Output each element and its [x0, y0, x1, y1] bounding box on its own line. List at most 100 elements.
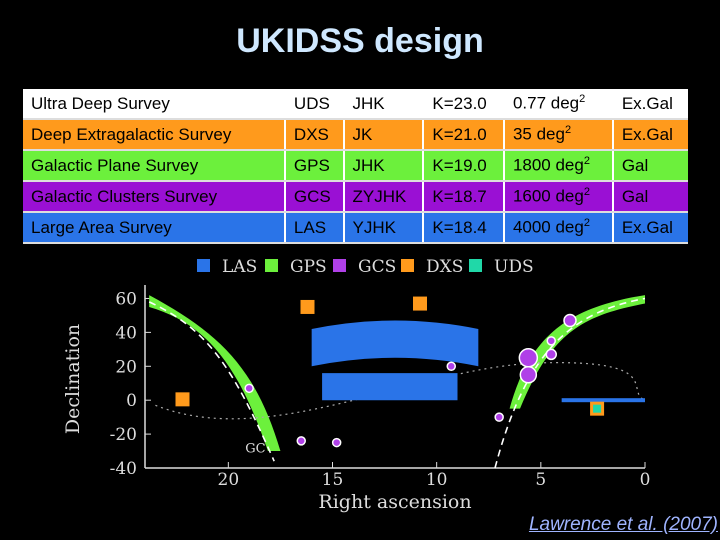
depth-text: K=19.0: [432, 155, 487, 175]
depth-cell: K=21.0: [423, 119, 505, 151]
area-text: 1600 deg: [512, 186, 584, 206]
survey-code-cell: DXS: [284, 119, 345, 151]
filters-cell: YJHK: [343, 212, 425, 244]
area-cell: 35 deg2: [503, 119, 614, 151]
survey-code-cell: UDS: [284, 89, 345, 120]
gps-band-left: [149, 295, 281, 452]
las-region-stripe: [561, 398, 645, 403]
area-unit-exponent: 2: [564, 124, 572, 137]
legend-label-las: LAS: [222, 257, 257, 277]
table-row: Galactic Plane Survey GPS JHK K=19.0 1800 de…: [23, 150, 688, 182]
survey-name-cell: Deep Extragalactic Survey: [23, 119, 286, 151]
type-cell: Ex.Gal: [612, 89, 688, 120]
type-cell: Ex.Gal: [612, 119, 688, 151]
depth-text: K=18.7: [432, 186, 487, 206]
gcs-cluster: [331, 437, 342, 448]
filters-cell: JHK: [343, 89, 425, 120]
type-text: Gal: [621, 186, 649, 206]
area-cell: 1800 deg2: [503, 150, 614, 182]
filters-cell: JK: [343, 119, 425, 151]
y-tick-label: 0: [126, 391, 137, 411]
survey-name-text: Ultra Deep Survey: [31, 93, 170, 113]
area-cell: 0.77 deg2: [503, 89, 614, 120]
type-text: Ex.Gal: [621, 93, 673, 113]
legend-swatch-gcs: [333, 259, 346, 272]
gcs-cluster: [546, 336, 556, 346]
type-text: Ex.Gal: [621, 124, 673, 144]
uds-field: [593, 404, 602, 413]
filters-text: JHK: [352, 93, 385, 113]
table-row: Large Area Survey LAS YJHK K=18.4 4000 deg2 E…: [23, 212, 688, 244]
type-cell: Gal: [612, 181, 688, 213]
area-unit-exponent: 2: [583, 155, 590, 168]
page-title: UKIDSS design: [236, 22, 484, 60]
depth-cell: K=19.0: [423, 150, 505, 182]
depth-text: K=23.0: [432, 93, 487, 113]
y-tick-label: -20: [110, 425, 137, 445]
y-tick-label: -40: [110, 459, 137, 479]
survey-name-cell: Galactic Clusters Survey: [23, 181, 286, 213]
x-tick-label: 15: [322, 470, 344, 490]
area-unit-exponent: 2: [583, 217, 590, 230]
survey-table: Ultra Deep Survey UDS JHK K=23.0 0.77 deg2 Ex…: [23, 89, 688, 244]
area-cell: 1600 deg2: [503, 181, 614, 213]
legend-swatch-gps: [265, 259, 278, 272]
survey-name-cell: Large Area Survey: [23, 212, 286, 244]
galactic-plane-line: [148, 301, 275, 462]
y-axis-label: Declination: [62, 324, 84, 434]
table-row: Ultra Deep Survey UDS JHK K=23.0 0.77 deg2 Ex…: [23, 89, 688, 120]
x-tick-label: 5: [535, 470, 546, 490]
citation-link[interactable]: Lawrence et al. (2007): [528, 514, 718, 535]
legend-label-dxs: DXS: [426, 257, 463, 277]
las-region-equatorial: [322, 373, 458, 401]
dxs-field: [300, 299, 315, 314]
gcs-cluster: [563, 313, 577, 328]
survey-name-text: Galactic Plane Survey: [31, 155, 199, 175]
legend-swatch-dxs: [401, 259, 414, 272]
survey-name-text: Deep Extragalactic Survey: [31, 124, 232, 144]
area-cell: 4000 deg2: [503, 212, 614, 244]
y-tick-label: 60: [115, 289, 137, 309]
filters-text: JHK: [352, 155, 385, 175]
survey-code-text: UDS: [293, 93, 330, 113]
depth-cell: K=18.7: [423, 181, 505, 213]
gcs-cluster: [446, 361, 456, 372]
area-text: 35 deg: [512, 124, 565, 144]
survey-name-text: Galactic Clusters Survey: [31, 186, 218, 206]
depth-cell: K=18.4: [423, 212, 505, 244]
legend-label-gcs: GCS: [358, 257, 396, 277]
legend-label-gps: GPS: [290, 257, 327, 277]
type-cell: Gal: [612, 150, 688, 182]
survey-name-text: Large Area Survey: [31, 217, 172, 237]
type-cell: Ex.Gal: [612, 212, 688, 244]
survey-code-text: GCS: [293, 186, 331, 206]
gcs-cluster: [296, 436, 306, 446]
gcs-cluster: [518, 348, 539, 368]
galactic-plane-line: [494, 297, 646, 469]
survey-code-text: GPS: [293, 155, 330, 175]
area-text: 4000 deg: [512, 217, 584, 237]
galactic-center-label: GC: [245, 442, 265, 457]
depth-text: K=21.0: [432, 124, 487, 144]
gps-band-right: [509, 295, 645, 409]
x-axis-label: Right ascension: [318, 491, 471, 513]
table-row: Deep Extragalactic Survey DXS JK K=21.0 35 d…: [23, 119, 688, 151]
survey-code-text: LAS: [293, 217, 327, 237]
gcs-cluster: [494, 412, 504, 422]
depth-text: K=18.4: [432, 217, 487, 237]
x-tick-label: 0: [640, 470, 651, 490]
area-unit-exponent: 2: [579, 93, 586, 106]
dxs-field: [413, 296, 427, 311]
y-tick-label: 40: [115, 323, 137, 343]
gcs-cluster: [545, 348, 557, 361]
gcs-cluster: [519, 366, 538, 384]
type-text: Ex.Gal: [621, 217, 673, 237]
sky-coverage-chart: LAS GPS GCS DXS UDS 60 40 20 0 -20 -40 20 15 10 5 0 Rig…: [62, 257, 651, 513]
type-text: Gal: [621, 155, 649, 175]
filters-cell: ZYJHK: [343, 181, 425, 213]
filters-text: ZYJHK: [352, 186, 407, 206]
x-tick-label: 20: [218, 470, 240, 490]
dxs-field: [175, 392, 190, 407]
area-text: 1800 deg: [512, 155, 584, 175]
legend-swatch-las: [197, 259, 210, 272]
